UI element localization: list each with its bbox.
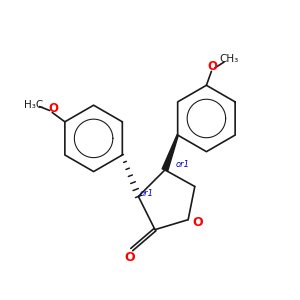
Text: O: O xyxy=(192,216,203,229)
Text: or1: or1 xyxy=(140,189,154,198)
Polygon shape xyxy=(162,135,178,171)
Text: H₃C: H₃C xyxy=(24,100,44,110)
Text: O: O xyxy=(208,60,218,73)
Text: O: O xyxy=(48,102,58,115)
Text: or1: or1 xyxy=(176,160,190,169)
Text: CH₃: CH₃ xyxy=(219,54,238,64)
Text: O: O xyxy=(125,251,135,264)
